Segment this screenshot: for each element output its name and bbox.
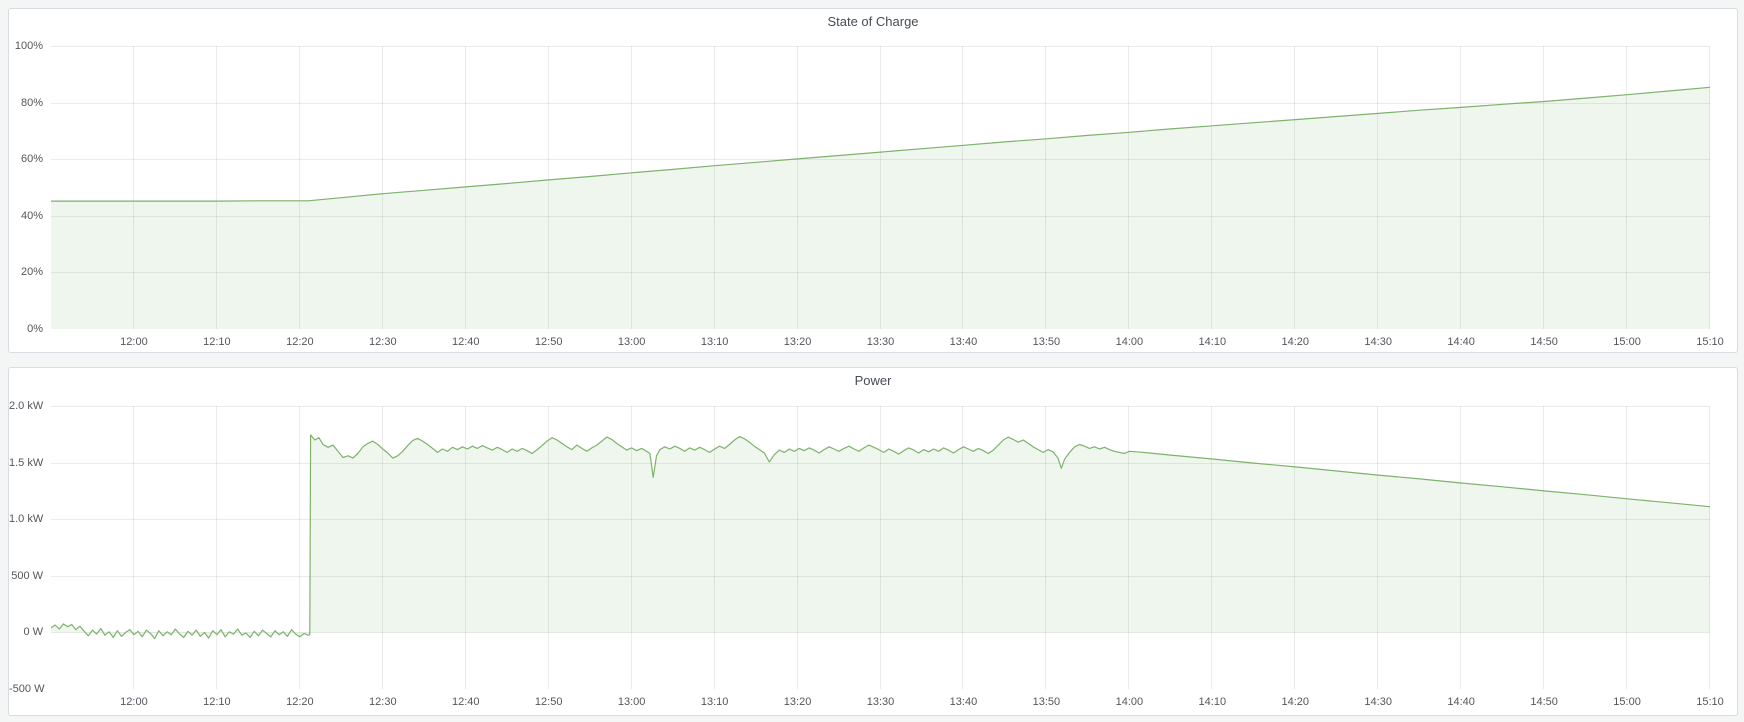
x-axis-tick-label: 14:50 — [1530, 696, 1558, 708]
x-axis-tick-label: 13:00 — [617, 696, 646, 708]
y-axis-tick-label: -500 W — [9, 683, 45, 695]
y-axis-tick-label: 0 W — [23, 626, 43, 639]
plot-canvas[interactable] — [51, 46, 1710, 329]
x-axis-tick-label: 13:50 — [1032, 336, 1061, 348]
y-axis-tick-label: 20% — [20, 266, 43, 279]
y-axis-tick-label: 2.0 kW — [9, 400, 44, 412]
x-axis-tick-label: 13:30 — [866, 336, 895, 348]
x-axis-tick-label: 12:50 — [534, 336, 563, 348]
x-axis-tick-label: 12:30 — [369, 696, 397, 708]
x-axis-tick-label: 14:30 — [1364, 696, 1392, 708]
grid-lines — [51, 46, 1710, 329]
x-axis-tick-label: 14:10 — [1198, 336, 1227, 348]
x-axis-tick-label: 12:10 — [203, 696, 231, 708]
x-axis-tick-label: 12:00 — [120, 696, 148, 708]
x-axis-tick-label: 12:40 — [451, 336, 480, 348]
x-axis-tick-label: 13:30 — [866, 696, 895, 708]
x-axis-tick-label: 14:30 — [1364, 336, 1392, 348]
x-axis-tick-label: 13:20 — [783, 696, 812, 708]
x-axis-tick-label: 12:00 — [120, 336, 148, 348]
x-axis-tick-label: 15:10 — [1696, 696, 1724, 708]
plot-canvas[interactable] — [51, 406, 1710, 689]
x-axis-tick-label: 13:20 — [783, 336, 812, 348]
power_watts-series-line — [51, 434, 1710, 640]
x-axis-tick-label: 12:50 — [534, 696, 563, 708]
x-axis-tick-label: 12:30 — [369, 336, 397, 348]
x-axis-tick-label: 13:50 — [1032, 696, 1061, 708]
x-axis-tick-label: 13:10 — [700, 696, 729, 708]
y-axis-tick-label: 100% — [14, 40, 43, 52]
x-axis-tick-label: 15:00 — [1613, 336, 1641, 348]
y-axis-tick-label: 80% — [20, 96, 43, 109]
x-axis-tick-label: 14:40 — [1447, 336, 1475, 348]
x-axis-tick-label: 13:10 — [700, 336, 729, 348]
grid-lines — [51, 406, 1710, 689]
y-axis-tick-label: 40% — [20, 209, 43, 222]
x-axis-tick-label: 14:40 — [1447, 696, 1475, 708]
x-axis-tick-label: 14:20 — [1281, 336, 1310, 348]
panel-title-power[interactable]: Power — [854, 373, 892, 388]
x-axis-tick-label: 14:00 — [1115, 696, 1144, 708]
power_watts-area-fill — [51, 434, 1710, 639]
state_of_charge_percent-series-line — [51, 86, 1710, 202]
x-axis-tick-label: 14:50 — [1530, 336, 1558, 348]
x-axis-tick-label: 15:00 — [1613, 696, 1641, 708]
x-axis-tick-label: 15:10 — [1696, 336, 1724, 348]
y-axis-tick-label: 500 W — [11, 569, 43, 582]
y-axis-tick-label: 1.0 kW — [9, 513, 44, 526]
y-axis-tick-label: 0% — [27, 323, 43, 335]
panel-state-of-charge: State of Charge 0% 20% 40% 60% 80% 100% 12:00 1… — [8, 8, 1738, 353]
x-axis-tick-label: 13:00 — [617, 336, 646, 348]
x-axis-tick-label: 14:20 — [1281, 696, 1310, 708]
panel-power: Power -500 W 0 W 500 W 1.0 kW 1.5 kW 2.0 kW 12… — [8, 367, 1738, 716]
y-axis-tick-label: 60% — [20, 153, 43, 166]
panel-title-state-of-charge[interactable]: State of Charge — [827, 14, 919, 29]
x-axis-tick-label: 13:40 — [949, 696, 978, 708]
x-axis-tick-label: 12:20 — [286, 336, 314, 348]
x-axis-tick-label: 14:10 — [1198, 696, 1227, 708]
x-axis-tick-label: 12:20 — [286, 696, 314, 708]
x-axis-tick-label: 12:10 — [203, 336, 231, 348]
y-axis-tick-label: 1.5 kW — [9, 456, 44, 469]
state_of_charge_percent-area-fill — [51, 87, 1710, 329]
x-axis-tick-label: 14:00 — [1115, 336, 1144, 348]
x-axis-tick-label: 12:40 — [451, 696, 480, 708]
x-axis-tick-label: 13:40 — [949, 336, 978, 348]
